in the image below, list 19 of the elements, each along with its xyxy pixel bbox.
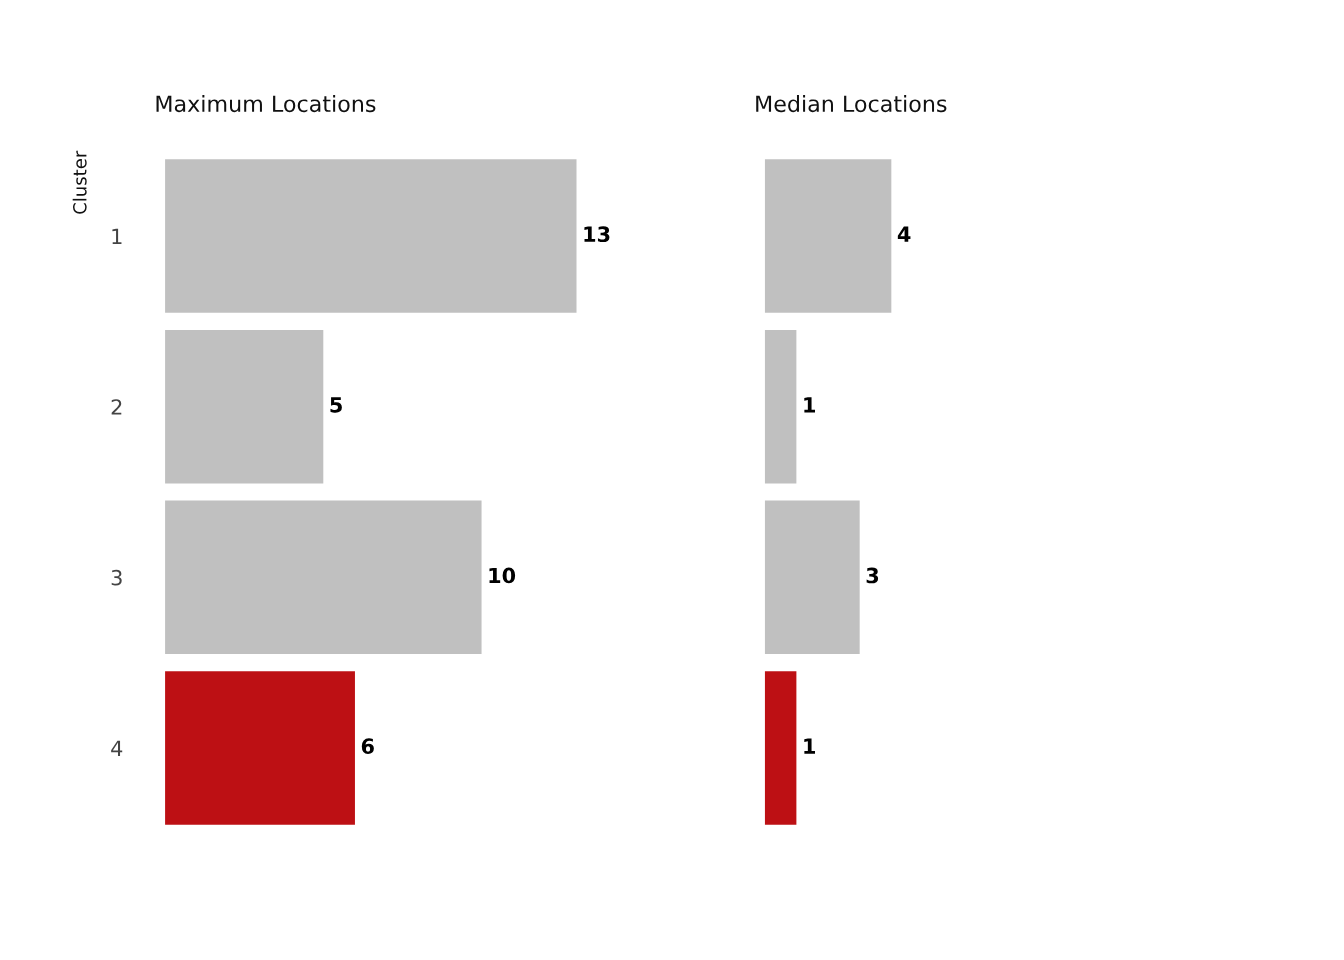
data-label: 3 (866, 567, 879, 584)
data-label: 6 (361, 738, 374, 754)
data-label: 4 (897, 226, 911, 242)
y-axis-title: Cluster (72, 150, 87, 214)
y-tick-label: 1 (112, 228, 122, 244)
data-label: 10 (489, 567, 516, 584)
bar (165, 500, 482, 655)
bar (165, 159, 577, 313)
data-label: 1 (804, 397, 816, 413)
data-label: 13 (584, 226, 610, 243)
y-tick-label: 3 (111, 569, 122, 586)
data-label: 1 (804, 738, 816, 754)
chart-title: Median Locations (756, 94, 947, 113)
bar (165, 671, 355, 825)
y-tick-label: 2 (111, 399, 122, 415)
y-tick-label: 4 (111, 740, 123, 756)
data-label: 5 (330, 397, 342, 413)
bar (165, 329, 324, 484)
chart-title: Maximum Locations (156, 94, 376, 113)
